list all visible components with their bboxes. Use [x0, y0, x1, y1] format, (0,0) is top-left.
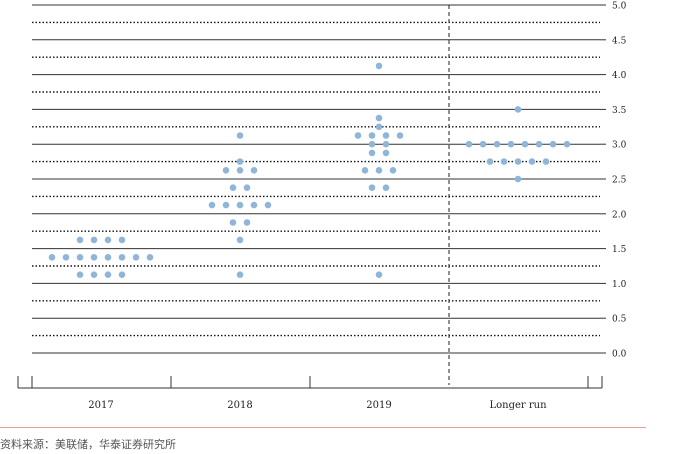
- dot-point: [236, 158, 244, 165]
- dot-point: [361, 167, 369, 174]
- dot-point: [236, 132, 244, 139]
- dot-point: [243, 184, 251, 191]
- dot-point: [243, 219, 251, 226]
- dot-point: [389, 167, 397, 174]
- dots-layer: [48, 62, 571, 279]
- y-axis-ticks: 5.0 4.5 4.0 3.5 3.0 2.5 2.0 1.5 1.0 0.5 0.0: [600, 2, 627, 360]
- x-tick-label: 2019: [366, 400, 391, 411]
- dot-point: [118, 253, 126, 261]
- dot-point: [236, 236, 244, 244]
- dot-point: [528, 158, 536, 165]
- y-tick-label: 1.5: [612, 245, 627, 255]
- dot-point: [104, 253, 112, 261]
- dot-point: [368, 140, 376, 148]
- y-tick-label: 4.0: [612, 71, 627, 81]
- dot-point: [146, 253, 154, 261]
- dot-point: [368, 132, 376, 139]
- dot-plot-chart: 5.04.54.03.53.02.52.01.51.00.50.0 2017 20…: [17, 2, 627, 411]
- dot-point: [62, 253, 70, 261]
- y-tick-label: 0.5: [612, 315, 627, 325]
- dot-point: [549, 140, 557, 148]
- dot-point: [507, 140, 515, 148]
- dot-point: [118, 271, 126, 279]
- y-tick-label: 1.0: [612, 280, 627, 290]
- dot-point: [354, 132, 362, 139]
- dot-point: [90, 253, 98, 261]
- dot-point: [542, 158, 550, 165]
- dot-point: [535, 140, 543, 148]
- dot-point: [229, 219, 237, 226]
- grid-lines: [32, 4, 600, 354]
- source-divider: [0, 427, 646, 428]
- dot-point: [48, 253, 56, 261]
- dot-point: [368, 184, 376, 191]
- x-axis: 2017 2018 2019 Longer run: [17, 376, 603, 411]
- dot-point: [375, 167, 383, 174]
- dot-point: [486, 158, 494, 165]
- x-tick-label: 2017: [88, 400, 113, 411]
- dot-point: [236, 201, 244, 209]
- dot-point: [104, 236, 112, 244]
- dot-point: [222, 167, 230, 174]
- y-tick-label: 3.5: [612, 106, 627, 116]
- dot-point: [563, 140, 571, 148]
- dot-point: [264, 201, 272, 209]
- dot-point: [104, 271, 112, 279]
- dot-point: [236, 271, 244, 279]
- y-tick-label: 0.0: [612, 350, 627, 360]
- dot-point: [465, 140, 473, 148]
- source-note: 资料来源：美联储，华泰证券研究所: [0, 438, 176, 451]
- dot-point: [222, 201, 230, 209]
- dot-point: [493, 140, 501, 148]
- dot-point: [479, 140, 487, 148]
- dot-point: [90, 271, 98, 279]
- dot-point: [132, 253, 140, 261]
- x-tick-label: Longer run: [489, 400, 547, 411]
- dot-point: [382, 184, 390, 191]
- dot-point: [250, 167, 258, 174]
- dot-point: [514, 106, 522, 113]
- y-tick-label: 2.0: [612, 210, 627, 220]
- dot-point: [375, 114, 383, 122]
- dot-point: [208, 201, 216, 209]
- dot-point: [375, 123, 383, 131]
- dot-point: [76, 253, 84, 261]
- dot-point: [382, 132, 390, 139]
- y-tick-label: 3.0: [612, 141, 627, 151]
- dot-point: [514, 175, 522, 183]
- dot-point: [500, 158, 508, 165]
- dot-point: [90, 236, 98, 244]
- dot-point: [76, 271, 84, 279]
- dot-point: [368, 149, 376, 157]
- dot-point: [382, 140, 390, 148]
- dot-point: [396, 132, 404, 139]
- dot-point: [229, 184, 237, 191]
- dot-point: [236, 167, 244, 174]
- dot-point: [118, 236, 126, 244]
- dot-point: [382, 149, 390, 157]
- y-tick-label: 5.0: [612, 2, 627, 12]
- x-tick-label: 2018: [227, 400, 252, 411]
- y-tick-label: 4.5: [612, 36, 627, 46]
- y-tick-label: 2.5: [612, 176, 627, 186]
- dot-point: [375, 62, 383, 70]
- dot-point: [375, 271, 383, 279]
- dot-point: [76, 236, 84, 244]
- dot-point: [250, 201, 258, 209]
- dot-point: [514, 158, 522, 165]
- dot-point: [521, 140, 529, 148]
